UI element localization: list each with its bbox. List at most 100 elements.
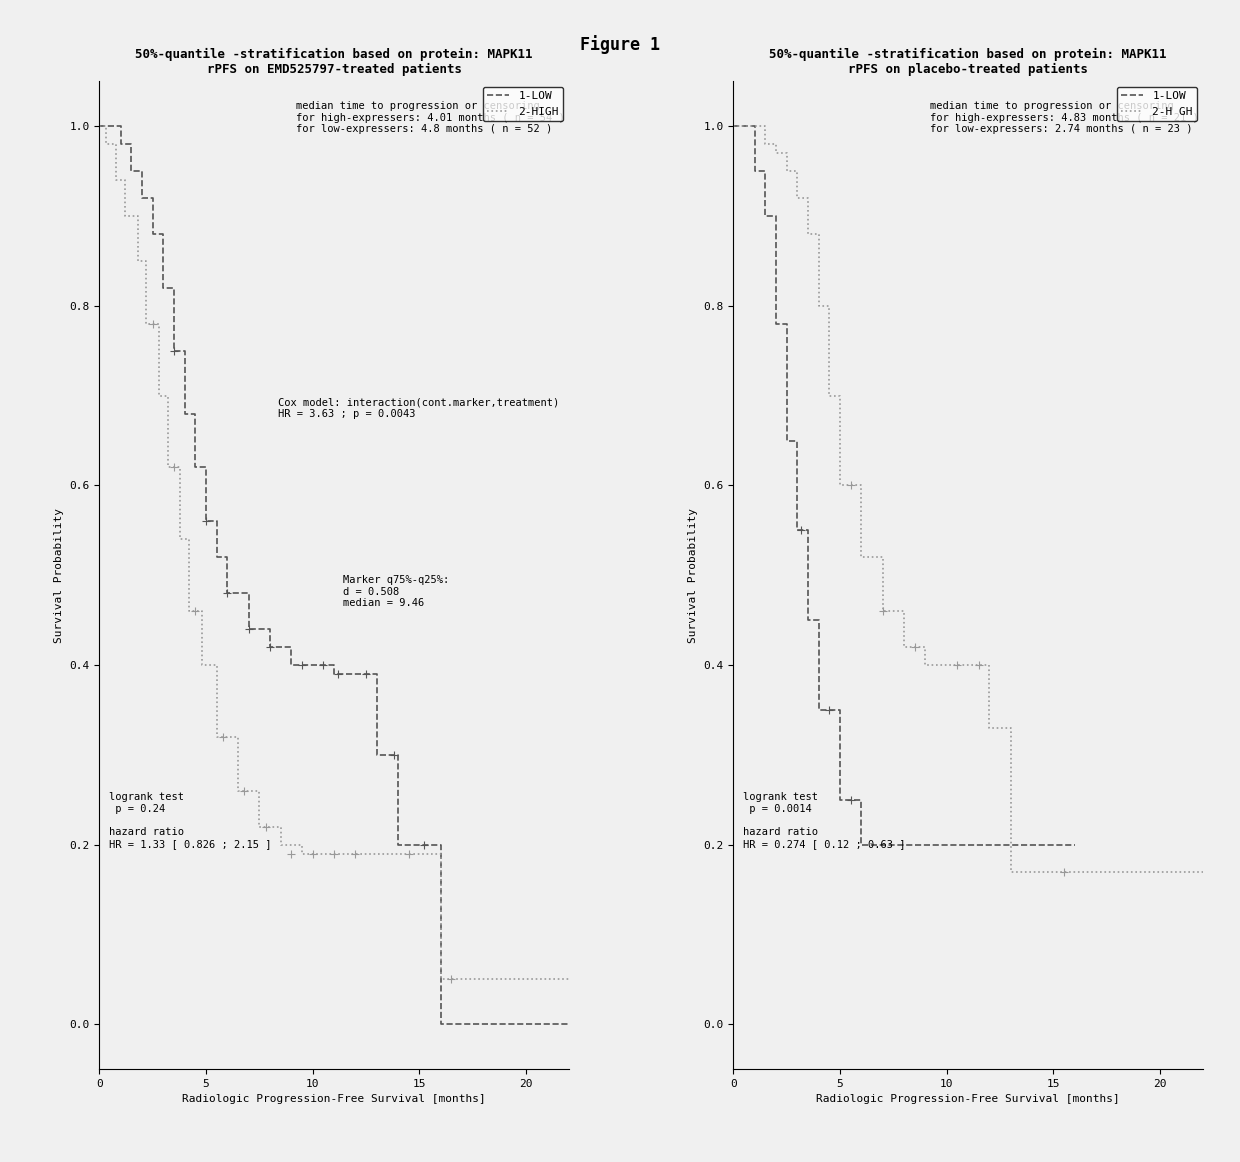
1-LOW	[832, 792, 847, 806]
2-HIGH	[118, 209, 133, 223]
1-LOW	[284, 658, 299, 672]
2-H GH	[790, 191, 805, 205]
2-H GH	[737, 120, 751, 134]
Point	[399, 845, 419, 863]
Point	[239, 619, 259, 638]
Point	[324, 845, 343, 863]
1-LOW	[145, 227, 160, 241]
Text: median time to progression or censoring
for high-expressers: 4.83 months ( n = 2: median time to progression or censoring …	[930, 101, 1199, 135]
2-HIGH	[151, 388, 166, 402]
1-LOW	[156, 281, 171, 295]
1-LOW	[210, 551, 224, 565]
1-LOW	[779, 433, 794, 447]
1-LOW	[737, 120, 751, 134]
1-LOW	[92, 120, 107, 134]
1-LOW	[177, 407, 192, 421]
Point	[143, 315, 162, 333]
Text: Cox model: interaction(cont.marker,treatment)
HR = 3.63 ; p = 0.0043: Cox model: interaction(cont.marker,treat…	[278, 397, 559, 419]
Point	[303, 845, 322, 863]
Point	[293, 655, 312, 674]
Point	[281, 845, 301, 863]
1-LOW	[326, 667, 341, 681]
Point	[384, 746, 404, 765]
Text: logrank test
 p = 0.24

hazard ratio
HR = 1.33 [ 0.826 ; 2.15 ]: logrank test p = 0.24 hazard ratio HR = …	[109, 792, 272, 849]
1-LOW	[219, 586, 234, 600]
2-HIGH	[130, 254, 145, 268]
Point	[905, 638, 925, 657]
1-LOW	[746, 164, 761, 178]
2-H GH	[746, 120, 761, 134]
1-LOW	[455, 1017, 470, 1031]
Point	[329, 665, 348, 683]
Point	[196, 512, 216, 531]
2-HIGH	[391, 847, 405, 861]
Legend: 1-LOW, 2-HIGH: 1-LOW, 2-HIGH	[482, 87, 563, 121]
2-H GH	[1195, 865, 1210, 878]
Point	[947, 655, 967, 674]
Point	[441, 970, 461, 989]
2-H GH	[1024, 865, 1039, 878]
1-LOW	[166, 344, 181, 358]
2-H GH	[725, 120, 740, 134]
2-H GH	[875, 604, 890, 618]
1-LOW	[918, 838, 932, 852]
1-LOW	[370, 748, 384, 762]
1-LOW	[198, 515, 213, 529]
2-H GH	[918, 658, 932, 672]
1-LOW	[854, 838, 869, 852]
Point	[841, 476, 861, 495]
2-HIGH	[337, 847, 352, 861]
1-LOW	[433, 1017, 448, 1031]
2-HIGH	[172, 532, 187, 546]
1-LOW	[725, 120, 740, 134]
X-axis label: Radiologic Progression-Free Survival [months]: Radiologic Progression-Free Survival [mo…	[816, 1095, 1120, 1104]
2-HIGH	[181, 604, 196, 618]
2-HIGH	[98, 137, 113, 151]
Point	[791, 521, 811, 539]
Point	[185, 602, 205, 621]
Point	[841, 790, 861, 809]
1-LOW	[790, 523, 805, 537]
Point	[234, 781, 254, 799]
Point	[255, 817, 275, 835]
Line: 2-H GH: 2-H GH	[733, 127, 1203, 872]
1-LOW	[1068, 838, 1083, 852]
1-LOW	[875, 838, 890, 852]
1-LOW	[242, 622, 257, 636]
1-LOW	[113, 137, 128, 151]
2-H GH	[939, 658, 954, 672]
1-LOW	[1045, 838, 1060, 852]
Legend: 1-LOW, 2-H GH: 1-LOW, 2-H GH	[1117, 87, 1198, 121]
2-HIGH	[92, 120, 107, 134]
Point	[213, 727, 233, 746]
2-HIGH	[139, 317, 154, 331]
2-H GH	[854, 551, 869, 565]
1-LOW	[897, 838, 911, 852]
Text: logrank test
 p = 0.0014

hazard ratio
HR = 0.274 [ 0.12 ; 0.63 ]: logrank test p = 0.0014 hazard ratio HR …	[743, 792, 905, 849]
2-HIGH	[160, 460, 175, 474]
Title: 50%-quantile -stratification based on protein: MAPK11
rPFS on placebo-treated pa: 50%-quantile -stratification based on pr…	[769, 48, 1167, 76]
Y-axis label: Survival Probability: Survival Probability	[688, 508, 698, 643]
Point	[346, 845, 366, 863]
2-H GH	[982, 720, 997, 734]
2-H GH	[832, 479, 847, 493]
2-HIGH	[231, 783, 246, 797]
2-H GH	[1068, 865, 1083, 878]
1-LOW	[187, 460, 202, 474]
2-HIGH	[109, 173, 124, 187]
2-H GH	[897, 640, 911, 654]
1-LOW	[758, 209, 773, 223]
Point	[968, 655, 988, 674]
1-LOW	[391, 838, 405, 852]
1-LOW	[801, 614, 816, 627]
2-H GH	[769, 146, 784, 160]
Point	[164, 458, 184, 476]
Point	[164, 342, 184, 360]
2-HIGH	[273, 838, 288, 852]
2-HIGH	[252, 819, 267, 833]
Point	[260, 638, 280, 657]
Point	[356, 665, 376, 683]
2-HIGH	[316, 847, 331, 861]
1-LOW	[103, 120, 118, 134]
1-LOW	[541, 1017, 556, 1031]
